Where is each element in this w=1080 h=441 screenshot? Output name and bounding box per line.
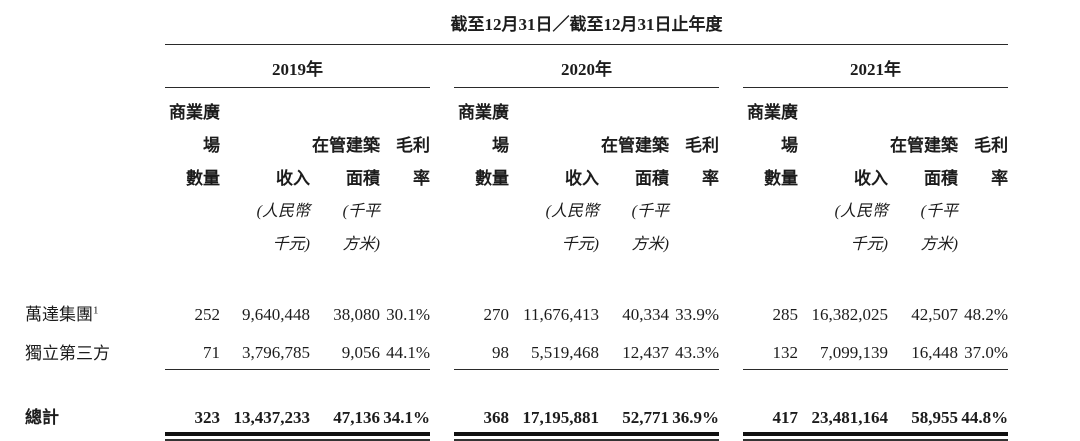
group-gap (430, 88, 454, 196)
value-cell: 7,099,139 (798, 331, 888, 370)
col-header-revenue-2019: 收入 (276, 169, 310, 188)
value-cell: 16,448 (888, 331, 958, 370)
col-header-plaza-count-2019: 商業廣場 數量 (169, 103, 220, 188)
spacer-row (25, 261, 1008, 293)
group-gap (719, 396, 743, 434)
unit-gfa-2019: (千平 方米) (342, 203, 380, 253)
total-value-cell: 52,771 (622, 408, 669, 427)
col-header-revenue-2020: 收入 (565, 169, 599, 188)
value-cell: 30.1% (386, 305, 430, 324)
group-gap (719, 293, 743, 331)
total-value-cell: 44.8% (961, 408, 1009, 427)
col-header-plaza-count-2020: 商業廣場 數量 (458, 103, 509, 188)
group-gap (719, 88, 743, 196)
value-cell: 12,437 (599, 331, 669, 370)
value-cell: 38,080 (333, 305, 380, 324)
value-cell: 33.9% (675, 305, 719, 324)
value-cell: 270 (483, 305, 510, 324)
group-gap (430, 331, 454, 370)
plaza-financial-table: 截至12月31日／截至12月31日止年度 2019年 2020年 2021年 商… (25, 10, 1009, 441)
table-title: 截至12月31日／截至12月31日止年度 (165, 10, 1009, 45)
group-gap (430, 293, 454, 331)
unit-row-spacer (25, 195, 165, 261)
total-value-cell: 368 (483, 408, 510, 427)
col-header-gfa-2021: 在管建築 面積 (890, 136, 958, 188)
title-row-spacer (25, 10, 165, 45)
total-value-cell: 13,437,233 (233, 408, 311, 427)
unit-revenue-2021: (人民幣 千元) (834, 203, 888, 253)
value-cell: 16,382,025 (811, 305, 889, 324)
total-value-cell: 17,195,881 (522, 408, 600, 427)
value-cell: 42,507 (911, 305, 958, 324)
group-gap (430, 45, 454, 88)
spacer-row (25, 370, 1008, 397)
year-row-spacer (25, 45, 165, 88)
row-label-total: 總計 (25, 408, 59, 427)
header-row-spacer (25, 88, 165, 196)
col-header-plaza-count-2021: 商業廣場 數量 (747, 103, 798, 188)
col-header-margin-2020: 毛利率 (685, 136, 719, 188)
year-header-2021: 2021年 (743, 44, 1009, 88)
total-value-cell: 323 (194, 408, 221, 427)
total-value-cell: 36.9% (672, 408, 719, 427)
total-value-cell: 34.1% (383, 408, 430, 427)
title-row: 截至12月31日／截至12月31日止年度 (25, 10, 1009, 45)
total-value-cell: 417 (772, 408, 799, 427)
col-header-gfa-2020: 在管建築 面積 (601, 136, 669, 188)
col-header-margin-2021: 毛利率 (974, 136, 1009, 188)
year-header-2019: 2019年 (165, 44, 430, 88)
col-header-gfa-2019: 在管建築 面積 (312, 136, 380, 188)
value-cell: 252 (194, 305, 221, 324)
value-cell: 132 (743, 331, 798, 370)
total-value-cell: 23,481,164 (811, 408, 889, 427)
value-cell: 11,676,413 (523, 305, 599, 324)
value-cell: 9,640,448 (242, 305, 310, 324)
column-header-row: 商業廣場 數量 收入 在管建築 面積 毛利率 商業廣場 數量 收入 在管建築 面… (25, 88, 1008, 196)
col-header-revenue-2021: 收入 (854, 169, 888, 188)
year-header-2020: 2020年 (454, 44, 719, 88)
row-label-text: 萬達集團 (25, 305, 93, 324)
total-value-cell: 47,136 (333, 408, 380, 427)
row-total: 總計 323 13,437,233 47,136 34.1% 368 17,19… (25, 396, 1008, 434)
row-label-wanda: 萬達集團1 (25, 293, 165, 331)
value-cell: 71 (165, 331, 220, 370)
unit-revenue-2020: (人民幣 千元) (545, 203, 599, 253)
value-cell: 98 (454, 331, 509, 370)
value-cell: 3,796,785 (220, 331, 310, 370)
row-wanda-group: 萬達集團1 252 9,640,448 38,080 30.1% 270 11,… (25, 293, 1008, 331)
group-gap (719, 195, 743, 261)
group-gap (430, 396, 454, 434)
value-cell: 44.1% (380, 331, 430, 370)
unit-revenue-2019: (人民幣 千元) (256, 203, 310, 253)
value-cell: 9,056 (310, 331, 380, 370)
value-cell: 285 (772, 305, 799, 324)
row-label-independent: 獨立第三方 (25, 343, 110, 363)
total-value-cell: 58,955 (911, 408, 958, 427)
group-gap (430, 195, 454, 261)
value-cell: 5,519,468 (509, 331, 599, 370)
value-cell: 40,334 (622, 305, 669, 324)
year-header-row: 2019年 2020年 2021年 (25, 44, 1009, 88)
unit-gfa-2021: (千平 方米) (920, 203, 958, 253)
unit-gfa-2020: (千平 方米) (631, 203, 669, 253)
row-independent-third-parties: 獨立第三方 71 3,796,785 9,056 44.1% 98 5,519,… (25, 331, 1009, 370)
unit-header-row: (人民幣 千元) (千平 方米) (人民幣 千元) (千平 方米) (人民幣 千… (25, 195, 1008, 261)
group-gap (719, 331, 743, 370)
group-gap (719, 45, 743, 88)
value-cell: 37.0% (958, 331, 1009, 370)
value-cell: 48.2% (964, 305, 1009, 324)
value-cell: 43.3% (669, 331, 719, 370)
col-header-margin-2019: 毛利率 (396, 136, 430, 188)
footnote-marker: 1 (93, 304, 99, 317)
